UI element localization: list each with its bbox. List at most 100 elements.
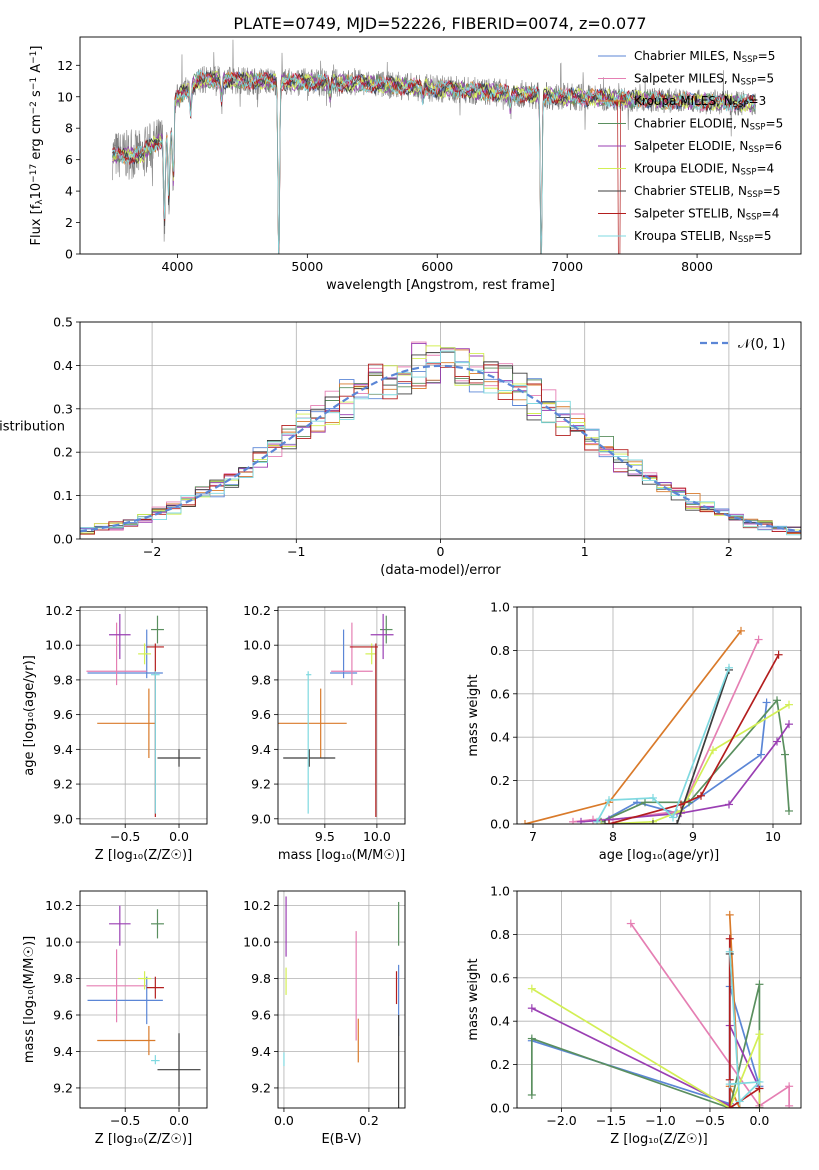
y-axis-label-part: −1 (29, 51, 39, 64)
y-tick-label: 10.0 (243, 638, 271, 653)
legend-label: Kroupa ELODIE, NSSP=4 (634, 162, 774, 178)
y-tick-label: 0.3 (53, 401, 73, 416)
legend-label-sub: SSP (746, 213, 762, 223)
y-tick-label: 9.0 (251, 811, 271, 826)
y-tick-label: 2 (65, 215, 73, 230)
model-spectrum-line (112, 69, 756, 254)
y-tick-label: 0.4 (490, 730, 510, 745)
y-tick-label: 9.2 (53, 1080, 73, 1095)
legend-label: Kroupa STELIB, NSSP=5 (634, 229, 772, 245)
weight-vs-metallicity-panel: −2.0 −1.5 −1.0 −0.5 0.0 0.0 0.2 0.4 0.6 0.8 1.0 Z [… (466, 884, 802, 1147)
plot-area (521, 626, 793, 824)
weight-series-line (728, 951, 762, 1104)
x-tick-label: 5000 (291, 259, 323, 274)
legend-label-text: Kroupa ELODIE, N (634, 162, 741, 176)
legend-label-sub: SSP (738, 235, 754, 245)
x-axis-label: mass [log₁₀(M/M☉)] (278, 848, 405, 863)
y-tick-label: 0.8 (490, 643, 510, 658)
x-tick-label: 10.0 (363, 829, 391, 844)
x-axis-label: Z [log₁₀(Z/Z☉)] (610, 1132, 707, 1147)
legend-label-text: Chabrier ELODIE, N (634, 117, 750, 131)
y-tick-label: 0.5 (53, 315, 73, 330)
model-spectrum-line (112, 70, 756, 254)
legend-label-sub: SSP (742, 55, 758, 65)
plot-area (283, 896, 400, 1108)
x-tick-label: 8 (609, 829, 617, 844)
plot-area (86, 613, 201, 818)
x-tick-label: 7 (529, 829, 537, 844)
y-tick-label: 10.2 (243, 603, 271, 618)
legend-label: Salpeter MILES, NSSP=5 (634, 72, 774, 88)
legend-label-text: Chabrier MILES, N (634, 49, 742, 63)
x-tick-label: −1.5 (596, 1113, 626, 1128)
x-tick-label: −0.5 (110, 829, 140, 844)
y-axis-label: mass [log₁₀(M/M☉)] (22, 936, 37, 1063)
y-tick-label: 0.4 (490, 1014, 510, 1029)
x-axis-label: Z [log₁₀(Z/Z☉)] (95, 848, 192, 863)
y-tick-label: 9.4 (251, 742, 271, 757)
legend-label: 𝒩(0, 1) (738, 337, 785, 352)
y-tick-label: 9.8 (251, 672, 271, 687)
legend-label-text: Kroupa STELIB, N (634, 229, 738, 243)
x-tick-label: 10 (765, 829, 781, 844)
axes-frame (79, 321, 802, 540)
weight-series-line (530, 984, 761, 1108)
legend-label-text: Kroupa MILES, N (634, 94, 733, 108)
y-axis-label: Flux [fλ10−17 erg cm−2 s−1 A−1] (29, 46, 45, 246)
y-tick-label: 10 (57, 89, 73, 104)
legend-label-count: =5 (766, 117, 784, 131)
x-tick-label: 0 (437, 544, 445, 559)
y-tick-label: 10.2 (45, 603, 73, 618)
residuals-panel: −2 −1 0 1 2 0.0 0.1 0.2 0.3 0.4 0.5 (data-model)/er… (0, 315, 802, 578)
legend-label-count: =5 (758, 49, 776, 63)
x-tick-label: −0.5 (110, 1113, 140, 1128)
x-tick-label: 0.0 (169, 829, 189, 844)
y-tick-label: 9.2 (251, 777, 271, 792)
y-tick-label: 9.4 (251, 1044, 271, 1059)
y-axis-label-part: A (29, 64, 44, 77)
y-axis-label-part: −2 (29, 101, 39, 114)
y-tick-label: 9.2 (53, 777, 73, 792)
weight-series-line (630, 923, 790, 1107)
spectrum-panel: 4000 5000 6000 7000 8000 0 2 4 6 8 10 12 wavelength … (29, 36, 802, 293)
y-tick-label: 9.4 (53, 1044, 73, 1059)
plot-area (527, 910, 794, 1108)
plot-area (86, 905, 201, 1107)
x-tick-label: 2 (725, 544, 733, 559)
x-axis-label: wavelength [Angstrom, rest frame] (326, 278, 555, 293)
age-vs-metallicity-panel: −0.5 0.0 9.0 9.2 9.4 9.6 9.8 10.0 10.2 Z [log₁₀(Z… (22, 603, 208, 863)
y-axis-label-part: λ (35, 199, 45, 205)
legend-label-count: =5 (754, 229, 772, 243)
legend-label-count: =4 (762, 207, 780, 221)
weight-vs-age-panel: 7 8 9 10 0.0 0.2 0.4 0.6 0.8 1.0 age [log₁₀(age/yr… (466, 600, 802, 863)
y-tick-label: 0.8 (490, 927, 510, 942)
y-tick-label: 9.6 (53, 1008, 73, 1023)
legend-label-sub: SSP (733, 100, 749, 110)
weight-series-line (580, 723, 790, 823)
x-tick-label: −0.5 (695, 1113, 725, 1128)
legend-label: Chabrier STELIB, NSSP=5 (634, 184, 781, 200)
legend-label-count: =6 (764, 139, 782, 153)
x-axis-label: Z [log₁₀(Z/Z☉)] (95, 1132, 192, 1147)
y-tick-label: 9.2 (251, 1080, 271, 1095)
axes-frame (516, 890, 802, 1109)
y-tick-label: 9.0 (53, 811, 73, 826)
plot-area (278, 613, 394, 818)
legend-label-count: =5 (756, 72, 774, 86)
legend-label: Salpeter ELODIE, NSSP=6 (634, 139, 782, 155)
weight-series-line (524, 630, 742, 824)
y-tick-label: 0.2 (490, 773, 510, 788)
legend-label-text: Salpeter MILES, N (634, 72, 741, 86)
x-axis-label: (data-model)/error (380, 563, 501, 578)
y-tick-label: 9.6 (251, 1008, 271, 1023)
y-axis-label: mass weight (466, 674, 481, 756)
y-tick-label: 0.6 (490, 686, 510, 701)
legend-label: Chabrier MILES, NSSP=5 (634, 49, 775, 65)
y-tick-label: 6 (65, 152, 73, 167)
y-tick-label: 9.6 (251, 707, 271, 722)
y-tick-label: 9.8 (251, 971, 271, 986)
model-spectrum-line (112, 70, 756, 254)
y-tick-label: 4 (65, 184, 73, 199)
y-tick-label: 0.0 (490, 817, 510, 832)
